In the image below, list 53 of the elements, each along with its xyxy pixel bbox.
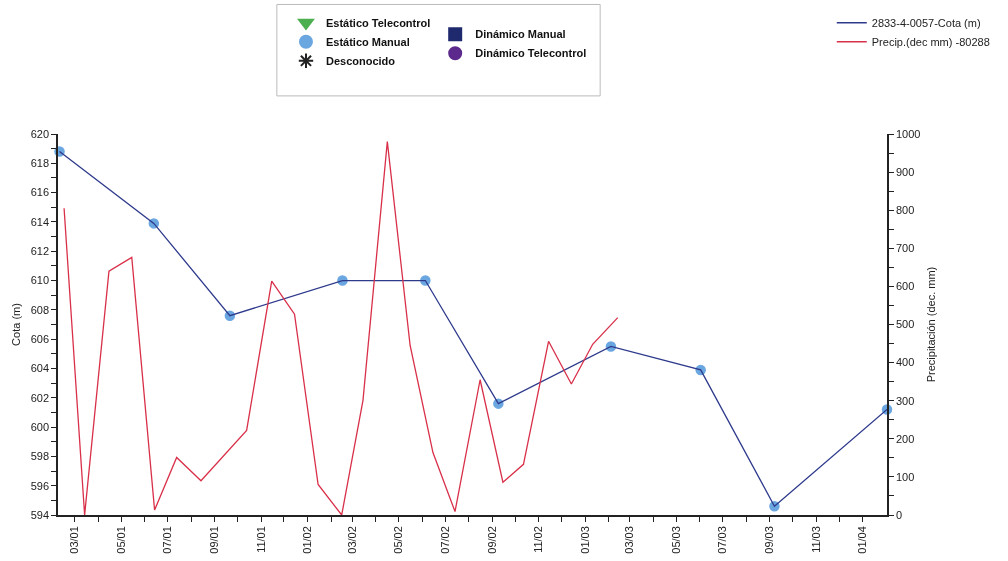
y2-tick-label: 200 — [895, 432, 915, 445]
y-tick-label: 600 — [30, 420, 50, 433]
legend-label: Estático Telecontrol — [325, 17, 431, 30]
y-tick-label: 594 — [30, 508, 50, 521]
y-axis-title: Cota (m) — [9, 303, 22, 346]
legend-label: Dinámico Telecontrol — [475, 47, 587, 60]
y-tick-label: 616 — [30, 186, 50, 199]
x-tick-label: 11/03 — [809, 526, 822, 553]
y-tick-label: 596 — [30, 479, 50, 492]
line-series — [63, 140, 619, 515]
y2-tick-label: 800 — [895, 204, 915, 217]
y2-tick-label: 900 — [895, 165, 915, 178]
x-tick-label: 11/02 — [532, 526, 545, 553]
x-tick-label: 09/03 — [763, 526, 776, 554]
y2-tick-label: 0 — [895, 508, 903, 521]
x-tick-label: 05/03 — [669, 526, 682, 554]
y-tick-label: 612 — [30, 245, 50, 258]
y-tick-label: 604 — [30, 362, 50, 375]
x-tick-label: 01/02 — [301, 526, 314, 554]
y2-tick-label: 400 — [895, 356, 915, 369]
x-tick-label: 03/02 — [345, 526, 358, 554]
legend-label: Estático Manual — [325, 36, 410, 49]
x-tick-label: 01/04 — [856, 526, 869, 554]
y2-tick-label: 300 — [895, 394, 915, 407]
y2-tick-label: 1000 — [895, 127, 921, 140]
x-tick-label: 09/02 — [485, 526, 498, 554]
x-tick-label: 03/03 — [623, 526, 636, 554]
legend-label: Desconocido — [325, 55, 396, 68]
y2-axis-title: Precipitación (dec. mm) — [925, 266, 938, 383]
x-tick-label: 05/01 — [114, 526, 127, 554]
x-tick-label: 07/01 — [161, 526, 174, 554]
y-tick-label: 618 — [30, 157, 50, 170]
x-tick-label: 01/03 — [578, 526, 591, 554]
x-tick-label: 07/03 — [716, 526, 729, 554]
y2-tick-label: 100 — [895, 470, 915, 483]
y-tick-label: 606 — [30, 333, 50, 345]
y-tick-label: 620 — [30, 127, 50, 140]
legend-label: 2833-4-0057-Cota (m) — [871, 17, 981, 30]
legend-label: Dinámico Manual — [475, 28, 566, 41]
y-tick-label: 602 — [30, 391, 50, 404]
y-tick-label: 614 — [30, 215, 50, 228]
y-tick-label: 610 — [30, 274, 50, 287]
y2-tick-label: 600 — [895, 280, 915, 293]
x-tick-label: 05/02 — [392, 526, 405, 554]
x-tick-label: 09/01 — [208, 526, 221, 554]
y-tick-label: 598 — [30, 450, 50, 463]
x-tick-label: 11/01 — [254, 526, 267, 553]
x-tick-label: 03/01 — [68, 526, 81, 554]
x-tick-label: 07/02 — [438, 526, 451, 554]
y2-tick-label: 700 — [895, 242, 915, 255]
legend-label: Precip.(dec mm) -80288 — [871, 36, 990, 49]
y2-tick-label: 500 — [895, 318, 915, 331]
y-tick-label: 608 — [30, 303, 50, 316]
